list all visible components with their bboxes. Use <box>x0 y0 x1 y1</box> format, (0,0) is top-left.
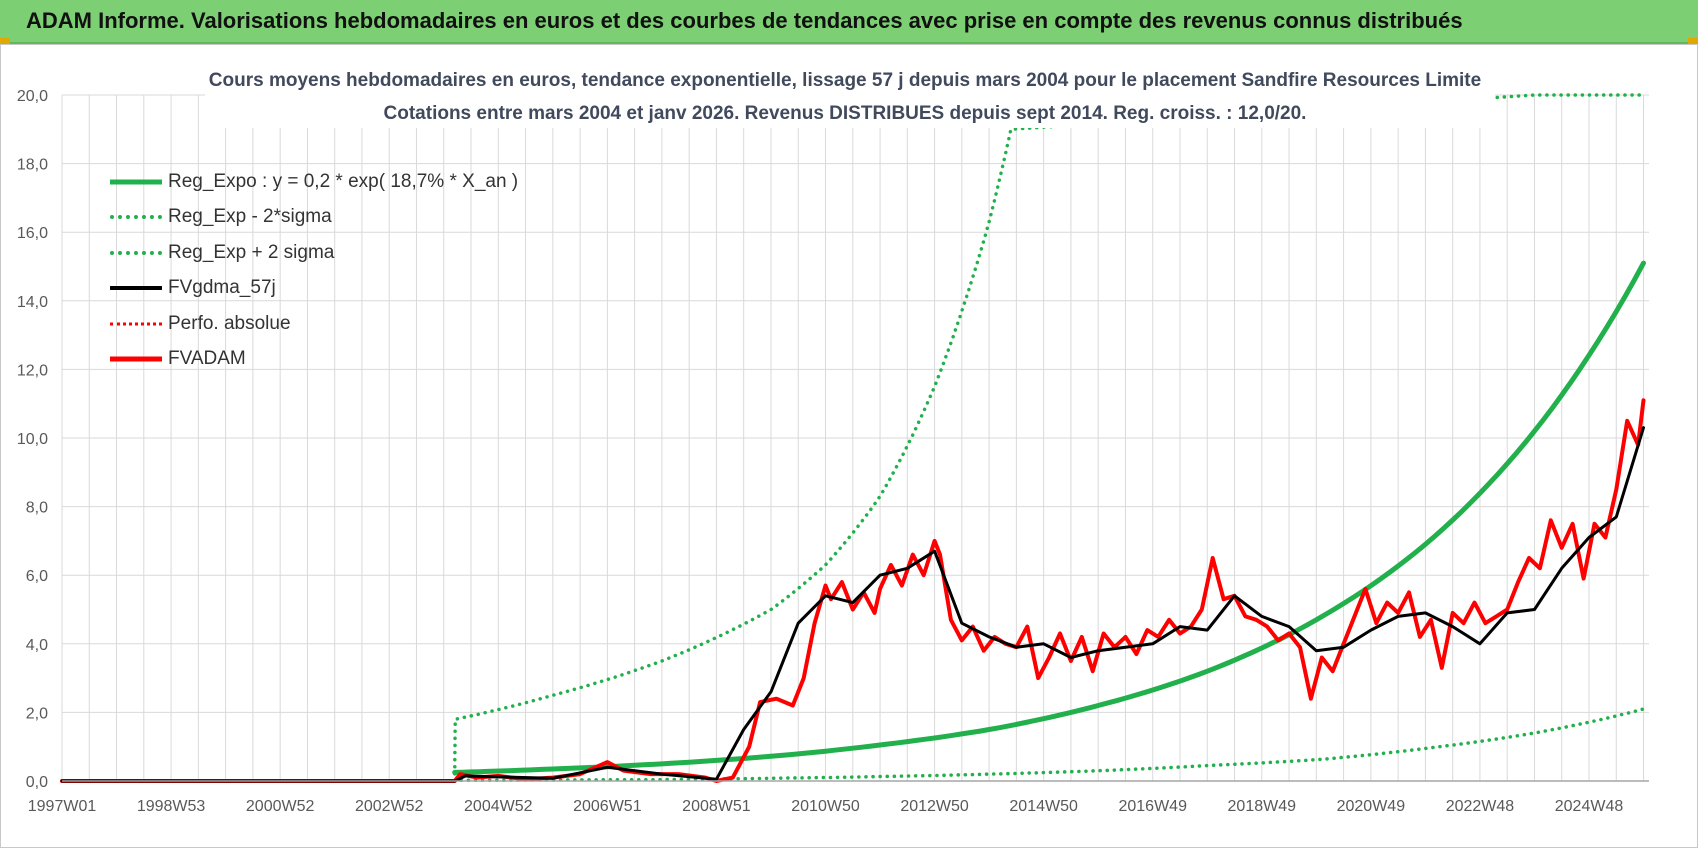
legend-item-reg-expo: Reg_Expo : y = 0,2 * exp( 18,7% * X_an ) <box>110 164 518 200</box>
y-tick-label: 18,0 <box>17 157 48 174</box>
y-tick-label: 20,0 <box>17 88 48 105</box>
x-tick-label: 2018W49 <box>1228 798 1297 815</box>
x-tick-label: 2022W48 <box>1446 798 1515 815</box>
legend-label: Reg_Exp + 2 sigma <box>168 241 335 263</box>
x-tick-label: 2016W49 <box>1118 798 1187 815</box>
x-tick-label: 2006W51 <box>573 798 642 815</box>
x-tick-label: 2002W52 <box>355 798 424 815</box>
legend-label: Reg_Expo : y = 0,2 * exp( 18,7% * X_an ) <box>168 170 519 192</box>
y-tick-label: 0,0 <box>26 774 48 791</box>
x-tick-label: 2014W50 <box>1009 798 1078 815</box>
series-reg-exp-minus-2-sigma <box>452 707 1646 783</box>
x-tick-label: 1998W53 <box>137 798 206 815</box>
legend-item-reg-exp-plus: Reg_Exp + 2 sigma <box>110 235 518 271</box>
x-tick-label: 2010W50 <box>791 798 860 815</box>
x-tick-label: 2024W48 <box>1555 798 1624 815</box>
legend-swatch-fvadam <box>110 353 162 365</box>
x-tick-label: 2008W51 <box>682 798 751 815</box>
series-reg-expo <box>452 260 1646 775</box>
report-banner: ADAM Informe. Valorisations hebdomadaire… <box>0 0 1698 44</box>
x-tick-label: 1997W01 <box>28 798 97 815</box>
legend: Reg_Expo : y = 0,2 * exp( 18,7% * X_an )… <box>110 164 518 377</box>
y-tick-label: 4,0 <box>26 637 48 654</box>
series-reg-exp-plus-2-sigma <box>452 93 1646 783</box>
legend-label: Perfo. absolue <box>168 312 291 334</box>
x-tick-label: 2012W50 <box>900 798 969 815</box>
chart-title: Cours moyens hebdomadaires en euros, ten… <box>208 70 1482 91</box>
y-tick-label: 6,0 <box>26 568 48 585</box>
legend-label: Reg_Exp - 2*sigma <box>168 206 332 228</box>
x-tick-label: 2000W52 <box>246 798 315 815</box>
legend-label: FVgdma_57j <box>168 277 276 299</box>
legend-item-perfo: Perfo. absolue <box>110 306 518 342</box>
chart-subtitle: Cotations entre mars 2004 et janv 2026. … <box>383 103 1307 124</box>
y-tick-label: 16,0 <box>17 225 48 242</box>
series-fvgdma-57j <box>60 426 1645 783</box>
legend-item-reg-exp-minus: Reg_Exp - 2*sigma <box>110 200 518 236</box>
y-tick-label: 8,0 <box>26 500 48 517</box>
y-tick-label: 14,0 <box>17 294 48 311</box>
series-layer <box>60 93 1646 783</box>
x-tick-label: 2004W52 <box>464 798 533 815</box>
legend-swatch-perfo <box>110 318 162 330</box>
legend-item-fvgdma: FVgdma_57j <box>110 271 518 307</box>
legend-swatch-reg-exp-plus <box>110 247 162 259</box>
legend-swatch-reg-expo <box>110 176 162 188</box>
y-tick-label: 2,0 <box>26 705 48 722</box>
legend-swatch-reg-exp-minus <box>110 211 162 223</box>
y-tick-label: 12,0 <box>17 362 48 379</box>
legend-item-fvadam: FVADAM <box>110 342 518 378</box>
corner-mark-left <box>0 38 10 44</box>
legend-label: FVADAM <box>168 348 246 370</box>
banner-title: ADAM Informe. Valorisations hebdomadaire… <box>26 8 1463 33</box>
chart: 0,0 2,0 4,0 6,0 8,0 10,0 12,0 14,0 16,0 18,0 20,0 1… <box>17 88 1649 815</box>
x-tick-label: 2020W49 <box>1337 798 1406 815</box>
title-backdrop <box>205 66 1495 128</box>
axes: 0,0 2,0 4,0 6,0 8,0 10,0 12,0 14,0 16,0 18,0 20,0 1… <box>17 88 1649 815</box>
corner-mark-right <box>1688 38 1698 44</box>
legend-swatch-fvgdma <box>110 282 162 294</box>
y-tick-label: 10,0 <box>17 431 48 448</box>
